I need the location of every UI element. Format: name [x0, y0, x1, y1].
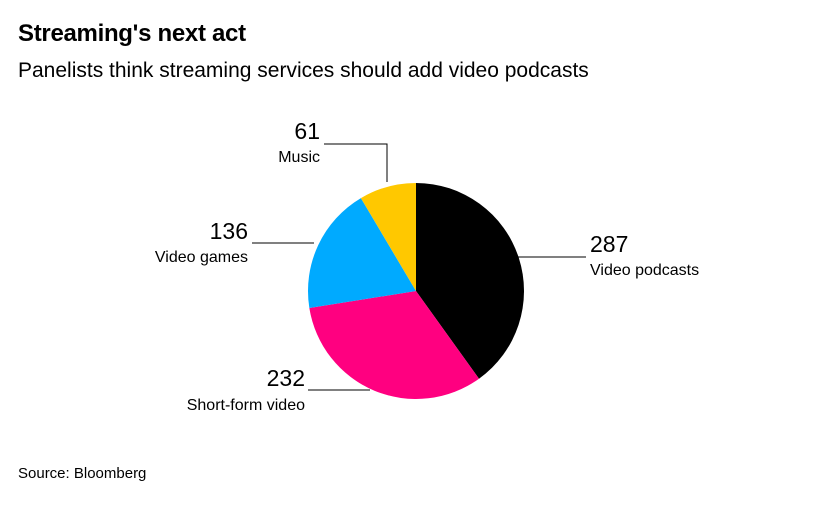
category-label-video-podcasts: Video podcasts: [590, 262, 699, 279]
chart-subtitle: Panelists think streaming services shoul…: [18, 59, 589, 82]
category-label-music: Music: [278, 149, 320, 166]
pie-slice-music: [360, 183, 416, 291]
slice-labels: 287 Video podcasts 232 Short-form video 136 V…: [155, 118, 699, 414]
value-label-music: 61: [294, 118, 320, 144]
chart-title: Streaming's next act: [18, 20, 246, 47]
leader-lines: [252, 143, 586, 391]
value-label-video-games: 136: [210, 218, 248, 244]
leader-line-music: [324, 143, 388, 182]
pie-slice-short-form-video: [309, 291, 480, 400]
source-note: Source: Bloomberg: [18, 465, 147, 482]
pie-slices: [307, 183, 525, 400]
value-label-short-form-video: 232: [267, 365, 305, 391]
category-label-video-games: Video games: [155, 249, 248, 266]
value-label-video-podcasts: 287: [590, 231, 628, 257]
pie-slice-video-games: [307, 198, 416, 308]
category-label-short-form-video: Short-form video: [187, 397, 305, 414]
pie-slice-video-podcasts: [416, 183, 525, 379]
